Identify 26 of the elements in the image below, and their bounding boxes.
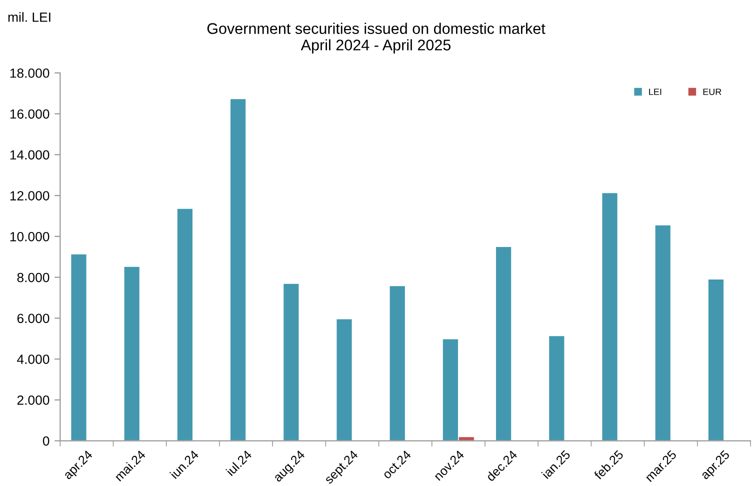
y-tick-label: 16.000 bbox=[10, 109, 50, 119]
bar bbox=[548, 335, 566, 441]
bar bbox=[601, 192, 618, 441]
bar bbox=[708, 278, 724, 441]
bar bbox=[282, 283, 300, 441]
y-tick-label: 8.000 bbox=[17, 272, 50, 282]
bar bbox=[654, 224, 672, 441]
bar bbox=[176, 208, 194, 441]
legend-label: EUR bbox=[703, 88, 722, 96]
y-tick-label: 14.000 bbox=[10, 150, 50, 160]
bar bbox=[230, 98, 246, 441]
bar bbox=[495, 246, 512, 441]
chart-title: Government securities issued on domestic market April 2024 - April 2025 bbox=[207, 22, 546, 54]
bar bbox=[123, 266, 140, 441]
y-tick-label: 18.000 bbox=[10, 68, 50, 78]
y-tick-label: 12.000 bbox=[10, 191, 50, 200]
y-tick-label: 6.000 bbox=[17, 314, 50, 324]
y-tick-label: 2.000 bbox=[17, 395, 50, 405]
y-tick-label: 4.000 bbox=[17, 354, 50, 364]
legend-label: LEI bbox=[649, 88, 662, 95]
y-axis-title: mil. LEI bbox=[8, 12, 50, 22]
y-tick-label: 10.000 bbox=[10, 232, 50, 242]
bar bbox=[336, 318, 353, 441]
bar bbox=[388, 285, 406, 441]
y-tick-label: 0 bbox=[42, 436, 50, 446]
bar bbox=[70, 254, 88, 441]
